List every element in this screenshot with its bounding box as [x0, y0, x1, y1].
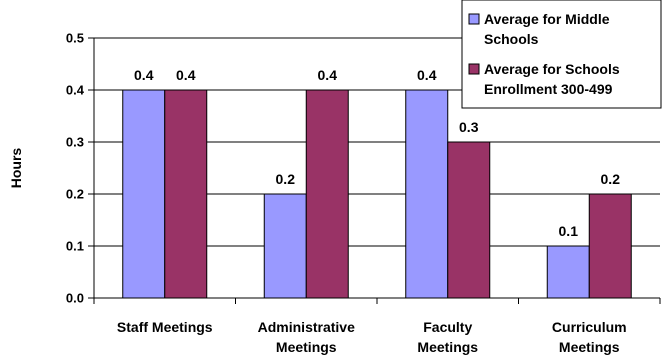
bar-series-1-cat-3 — [405, 89, 449, 299]
category-label: Meetings — [417, 339, 478, 355]
category-labels: Staff Meetings Administrative Meetings Facu… — [117, 319, 627, 355]
bar-value-label: 0.4 — [176, 67, 196, 83]
bars — [122, 89, 632, 299]
y-tick-label: 0.2 — [66, 187, 84, 202]
y-axis-title: Hours — [8, 148, 24, 189]
y-tick-label: 0.4 — [66, 83, 85, 98]
y-tick-label: 0.5 — [66, 31, 84, 46]
legend-entry: Average for Middle — [484, 11, 610, 27]
bar-series-2-cat-1 — [164, 89, 208, 299]
y-tick-label: 0.1 — [66, 239, 84, 254]
category-label: Administrative — [258, 319, 355, 335]
y-tick-labels: 0.0 0.1 0.2 0.3 0.4 0.5 — [66, 31, 85, 306]
bar-series-1-cat-4 — [546, 245, 590, 299]
legend-entry: Enrollment 300-499 — [484, 81, 613, 97]
y-tick-label: 0.3 — [66, 135, 84, 150]
legend-entry: Average for Schools — [484, 61, 620, 77]
bar-series-2-cat-3 — [447, 141, 491, 299]
category-label: Meetings — [559, 339, 620, 355]
legend-entry: Schools — [484, 31, 539, 47]
category-label: Curriculum — [552, 319, 627, 335]
bar-value-label: 0.1 — [559, 223, 579, 239]
bar-series-2-cat-2 — [305, 89, 349, 299]
bar-value-label: 0.4 — [134, 67, 154, 83]
category-label: Faculty — [423, 319, 472, 335]
bar-series-2-cat-4 — [588, 193, 632, 299]
bar-value-label: 0.2 — [276, 171, 296, 187]
bar-value-label: 0.4 — [318, 67, 338, 83]
bar-series-1-cat-2 — [263, 193, 307, 299]
bar-series-1-cat-1 — [122, 89, 166, 299]
category-label: Staff Meetings — [117, 319, 213, 335]
legend-swatch — [468, 13, 480, 25]
bar-value-label: 0.3 — [459, 119, 479, 135]
category-label: Meetings — [276, 339, 337, 355]
legend-box — [461, 0, 662, 109]
bar-value-labels: 0.4 0.4 0.2 0.4 0.4 0.3 0.1 0.2 — [134, 67, 620, 239]
bar-value-label: 0.2 — [601, 171, 621, 187]
legend: Average for Middle Schools Average for Sch… — [461, 0, 662, 109]
y-tick-label: 0.0 — [66, 291, 84, 306]
bar-value-label: 0.4 — [417, 67, 437, 83]
legend-swatch — [468, 63, 480, 75]
